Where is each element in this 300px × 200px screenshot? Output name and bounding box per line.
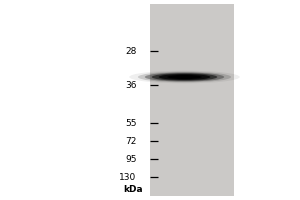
Text: 28: 28 (125, 46, 136, 55)
Text: 72: 72 (125, 136, 136, 146)
Bar (150, 4, 234, 196)
Text: 130: 130 (119, 172, 136, 182)
Ellipse shape (138, 72, 231, 82)
Ellipse shape (167, 75, 202, 79)
Text: kDa: kDa (123, 184, 142, 194)
Bar (150, 4, 234, 196)
Ellipse shape (159, 74, 210, 80)
Ellipse shape (152, 73, 217, 81)
Bar (150, 4, 234, 196)
Text: 55: 55 (125, 118, 136, 128)
Ellipse shape (145, 72, 224, 82)
Text: 36: 36 (125, 81, 136, 90)
Ellipse shape (129, 71, 240, 83)
Text: 95: 95 (125, 154, 136, 164)
